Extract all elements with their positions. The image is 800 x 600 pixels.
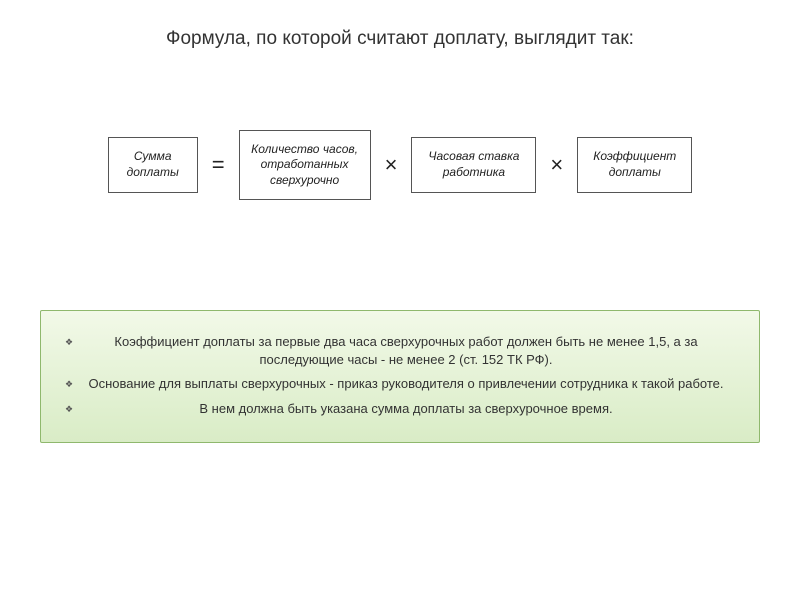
page: Формула, по которой считают доплату, выг…	[0, 0, 800, 600]
note-item: В нем должна быть указана сумма доплаты …	[65, 400, 735, 418]
formula-box-result: Сумма доплаты	[108, 137, 198, 193]
formula-box-hours: Количество часов, отработанных сверхуроч…	[239, 130, 371, 200]
note-item: Коэффициент доплаты за первые два часа с…	[65, 333, 735, 369]
formula-box-rate: Часовая ставка работника	[411, 137, 536, 193]
note-item: Основание для выплаты сверхурочных - при…	[65, 375, 735, 393]
page-title: Формула, по которой считают доплату, выг…	[40, 28, 760, 50]
formula-row: Сумма доплаты = Количество часов, отрабо…	[40, 130, 760, 200]
operator-multiply: ×	[383, 152, 400, 178]
operator-multiply: ×	[548, 152, 565, 178]
operator-equals: =	[210, 152, 227, 178]
notes-panel: Коэффициент доплаты за первые два часа с…	[40, 310, 760, 443]
formula-box-coef: Коэффициент доплаты	[577, 137, 692, 193]
